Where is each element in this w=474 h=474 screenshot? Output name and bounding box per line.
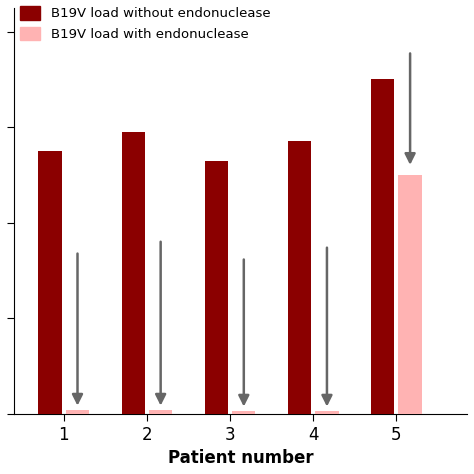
Legend: B19V load without endonuclease, B19V load with endonuclease: B19V load without endonuclease, B19V loa… [20, 6, 271, 41]
Bar [121, 132, 145, 414]
Bar [149, 410, 172, 414]
Bar [38, 151, 62, 414]
Bar [66, 410, 89, 414]
Bar [232, 411, 255, 414]
Bar [288, 141, 311, 414]
Bar [205, 161, 228, 414]
X-axis label: Patient number: Patient number [168, 449, 313, 467]
Bar [371, 79, 394, 414]
Bar [399, 175, 422, 414]
Bar [315, 411, 338, 414]
